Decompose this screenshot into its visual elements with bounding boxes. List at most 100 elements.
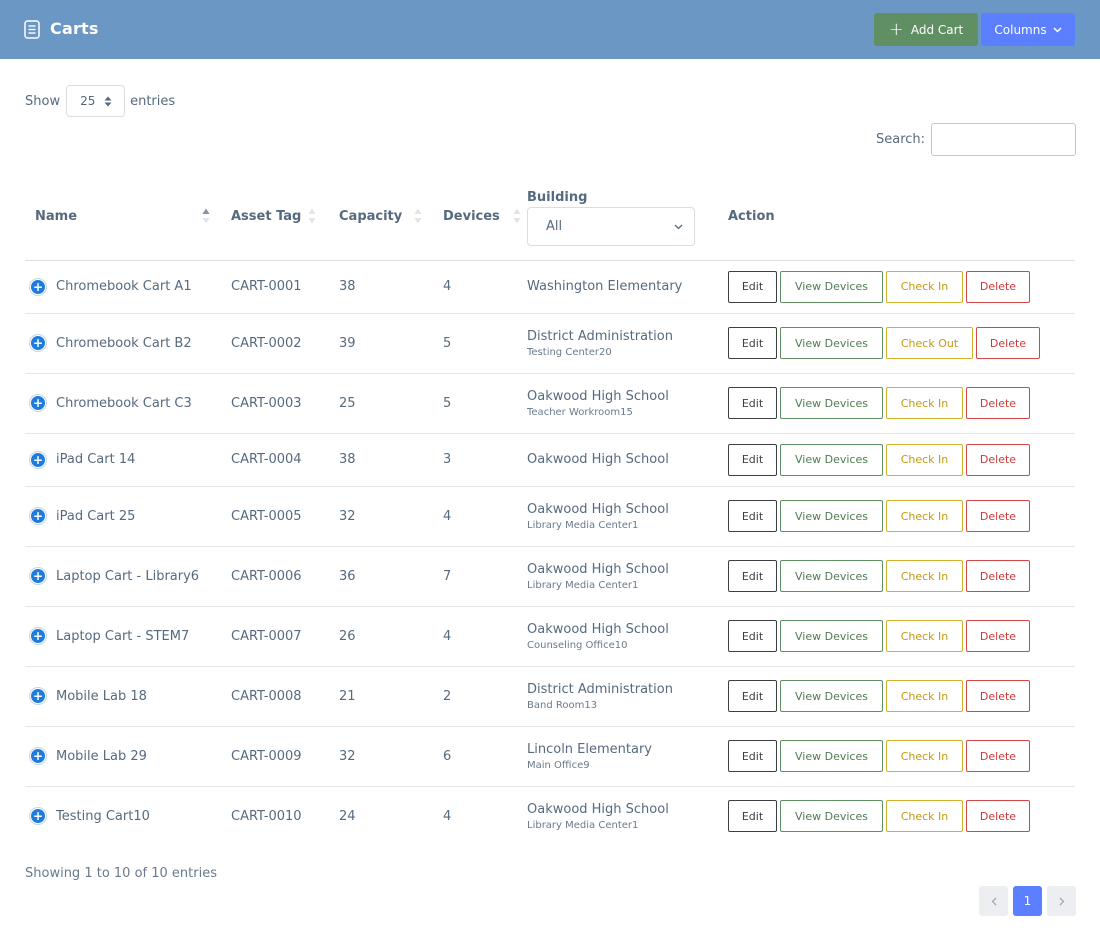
cell-actions: Edit View Devices Check In Delete xyxy=(715,260,1075,314)
check-in-out-button[interactable]: Check In xyxy=(886,443,963,476)
table-row: + iPad Cart 25 CART-0005 32 4 Oakwood High Sc… xyxy=(25,486,1075,547)
cell-actions: Edit View Devices Check In Delete xyxy=(715,546,1075,607)
cell-actions: Edit View Devices Check In Delete xyxy=(715,486,1075,547)
building-name: Oakwood High School xyxy=(527,561,669,577)
expand-row-icon[interactable]: + xyxy=(30,451,46,468)
table-row: + iPad Cart 14 CART-0004 38 3 Oakwood High Sc… xyxy=(25,433,1075,487)
view-devices-button[interactable]: View Devices xyxy=(780,560,883,592)
view-devices-button[interactable]: View Devices xyxy=(780,680,883,712)
add-cart-button[interactable]: + Add Cart xyxy=(874,13,978,46)
cell-building: Oakwood High School Library Media Center1 xyxy=(527,786,715,846)
building-name: District Administration xyxy=(527,681,673,697)
check-in-out-button[interactable]: Check In xyxy=(886,620,963,652)
search-input[interactable] xyxy=(931,123,1077,156)
view-devices-button[interactable]: View Devices xyxy=(780,443,883,476)
cell-capacity: 38 xyxy=(329,433,433,487)
building-name: Oakwood High School xyxy=(527,501,669,517)
delete-button[interactable]: Delete xyxy=(966,740,1030,772)
building-filter-select[interactable]: All xyxy=(527,207,695,246)
previous-page-button[interactable] xyxy=(979,886,1008,916)
check-in-out-button[interactable]: Check In xyxy=(886,740,963,772)
view-devices-button[interactable]: View Devices xyxy=(780,620,883,652)
room-name: Band Room13 xyxy=(527,699,598,711)
page-button-1[interactable]: 1 xyxy=(1013,886,1042,916)
delete-button[interactable]: Delete xyxy=(976,327,1040,359)
delete-button[interactable]: Delete xyxy=(966,560,1030,592)
view-devices-button[interactable]: View Devices xyxy=(780,270,883,303)
view-devices-button[interactable]: View Devices xyxy=(780,327,883,359)
column-header-name[interactable]: Name xyxy=(25,173,221,261)
expand-row-icon[interactable]: + xyxy=(30,808,46,825)
check-in-out-button[interactable]: Check In xyxy=(886,387,963,419)
delete-button[interactable]: Delete xyxy=(966,443,1030,476)
column-header-capacity[interactable]: Capacity xyxy=(329,173,433,261)
expand-row-icon[interactable]: + xyxy=(30,748,46,764)
cell-asset-tag: CART-0010 xyxy=(231,808,302,824)
view-devices-button[interactable]: View Devices xyxy=(780,740,883,772)
cart-name: Testing Cart10 xyxy=(56,808,150,824)
edit-button[interactable]: Edit xyxy=(728,740,777,772)
edit-button[interactable]: Edit xyxy=(728,680,777,712)
edit-button[interactable]: Edit xyxy=(728,443,777,476)
column-header-asset-tag[interactable]: Asset Tag xyxy=(221,173,329,261)
cell-devices: 4 xyxy=(433,606,527,667)
edit-button[interactable]: Edit xyxy=(728,800,777,833)
cell-building: Oakwood High School Library Media Center1 xyxy=(527,486,715,547)
entries-per-page-value: 25 xyxy=(80,94,96,108)
sort-icon xyxy=(308,208,316,224)
check-in-out-button[interactable]: Check Out xyxy=(886,327,973,359)
column-label-action: Action xyxy=(728,209,775,224)
edit-button[interactable]: Edit xyxy=(728,270,777,303)
sort-icon xyxy=(414,208,422,224)
cell-devices: 5 xyxy=(433,373,527,434)
check-in-out-button[interactable]: Check In xyxy=(886,270,963,303)
edit-button[interactable]: Edit xyxy=(728,387,777,419)
add-cart-label: Add Cart xyxy=(910,22,964,37)
room-name: Counseling Office10 xyxy=(527,639,628,651)
delete-button[interactable]: Delete xyxy=(966,387,1030,419)
expand-row-icon[interactable]: + xyxy=(30,568,46,584)
edit-button[interactable]: Edit xyxy=(728,620,777,652)
delete-button[interactable]: Delete xyxy=(966,270,1030,303)
delete-button[interactable]: Delete xyxy=(966,680,1030,712)
expand-row-icon[interactable]: + xyxy=(30,628,46,644)
check-in-out-button[interactable]: Check In xyxy=(886,500,963,532)
cell-name: + Chromebook Cart A1 xyxy=(25,260,221,314)
expand-row-icon[interactable]: + xyxy=(30,278,46,295)
expand-row-icon[interactable]: + xyxy=(30,335,46,351)
view-devices-button[interactable]: View Devices xyxy=(780,387,883,419)
cell-name: + Chromebook Cart C3 xyxy=(25,373,221,434)
expand-row-icon[interactable]: + xyxy=(30,508,46,524)
building-name: Washington Elementary xyxy=(527,279,683,294)
cell-capacity: 24 xyxy=(339,808,356,824)
entries-per-page-select[interactable]: 25 xyxy=(66,85,126,117)
cell-actions: Edit View Devices Check In Delete xyxy=(715,786,1075,846)
column-header-devices[interactable]: Devices xyxy=(433,173,527,261)
edit-button[interactable]: Edit xyxy=(728,327,777,359)
table-row: + Chromebook Cart C3 CART-0003 25 5 Oakwood H… xyxy=(25,373,1075,434)
cell-capacity: 38 xyxy=(329,260,433,314)
view-devices-button[interactable]: View Devices xyxy=(780,800,883,833)
page-title: Carts xyxy=(50,19,99,38)
expand-row-icon[interactable]: + xyxy=(30,395,46,411)
view-devices-button[interactable]: View Devices xyxy=(780,500,883,532)
cell-building: District Administration Testing Center20 xyxy=(527,313,715,374)
check-in-out-button[interactable]: Check In xyxy=(886,800,963,833)
delete-button[interactable]: Delete xyxy=(966,620,1030,652)
delete-button[interactable]: Delete xyxy=(966,800,1030,833)
cell-name: + Mobile Lab 18 xyxy=(25,666,221,727)
edit-button[interactable]: Edit xyxy=(728,500,777,532)
edit-button[interactable]: Edit xyxy=(728,560,777,592)
next-page-button[interactable] xyxy=(1047,886,1076,916)
delete-button[interactable]: Delete xyxy=(966,500,1030,532)
check-in-out-button[interactable]: Check In xyxy=(886,680,963,712)
expand-row-icon[interactable]: + xyxy=(30,688,46,704)
cell-capacity: 36 xyxy=(329,546,433,607)
check-in-out-button[interactable]: Check In xyxy=(886,560,963,592)
columns-button[interactable]: Columns xyxy=(981,13,1075,46)
cell-building: Lincoln Elementary Main Office9 xyxy=(527,726,715,787)
cell-asset-tag: CART-0008 xyxy=(221,666,329,727)
table-info: Showing 1 to 10 of 10 entries xyxy=(25,866,217,881)
cell-actions: Edit View Devices Check In Delete xyxy=(715,373,1075,434)
show-label: Show xyxy=(25,93,61,109)
